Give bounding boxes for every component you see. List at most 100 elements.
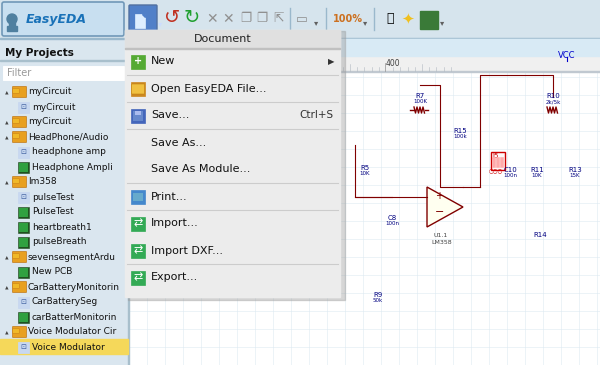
- Text: R15: R15: [453, 128, 467, 134]
- Text: ✕: ✕: [222, 12, 234, 26]
- Text: My Projects: My Projects: [5, 48, 74, 58]
- Bar: [18, 267, 29, 278]
- Bar: [492, 157, 495, 167]
- Bar: [19, 268, 28, 277]
- Bar: [129, 39, 600, 57]
- FancyBboxPatch shape: [129, 5, 157, 33]
- Bar: [19, 208, 28, 217]
- FancyBboxPatch shape: [13, 89, 19, 93]
- Text: R7: R7: [415, 93, 425, 99]
- FancyBboxPatch shape: [13, 329, 19, 333]
- Text: Import...: Import...: [151, 219, 199, 228]
- Text: Headphone Ampli: Headphone Ampli: [32, 162, 113, 172]
- Text: ◂: ◂: [3, 135, 9, 139]
- Text: R10: R10: [546, 93, 560, 99]
- FancyBboxPatch shape: [13, 119, 19, 123]
- Text: heartbreath1: heartbreath1: [32, 223, 92, 231]
- Text: ⊡: ⊡: [20, 194, 26, 200]
- Bar: [128, 31, 345, 300]
- FancyBboxPatch shape: [13, 131, 26, 142]
- Text: PulseTest: PulseTest: [32, 207, 74, 216]
- Text: 200: 200: [242, 59, 257, 69]
- Text: ⊡: ⊡: [20, 104, 26, 110]
- Text: ○○○: ○○○: [489, 168, 503, 173]
- Bar: [19, 238, 28, 247]
- Text: −: −: [435, 207, 445, 217]
- Bar: [500, 157, 503, 167]
- Bar: [133, 111, 143, 120]
- FancyBboxPatch shape: [13, 177, 26, 188]
- FancyBboxPatch shape: [13, 251, 26, 262]
- Text: +: +: [134, 57, 142, 66]
- Text: Save As Module...: Save As Module...: [151, 165, 250, 174]
- Text: ✦: ✦: [401, 12, 415, 27]
- Bar: [0, 60, 128, 61]
- Text: R9: R9: [373, 292, 383, 298]
- Text: ◂: ◂: [3, 330, 9, 334]
- Text: ⇄: ⇄: [133, 219, 143, 228]
- Text: CarBatteryMonitorin: CarBatteryMonitorin: [28, 283, 120, 292]
- Text: Import DXF...: Import DXF...: [151, 246, 223, 255]
- FancyBboxPatch shape: [13, 87, 26, 97]
- Text: R13: R13: [568, 167, 582, 173]
- Text: CarBatterySeg: CarBatterySeg: [32, 297, 98, 307]
- Text: ◂: ◂: [3, 255, 9, 259]
- Bar: [125, 30, 340, 48]
- Text: R11: R11: [530, 167, 544, 173]
- Text: Ctrl+S: Ctrl+S: [300, 111, 334, 120]
- Text: circuit: circuit: [152, 43, 181, 53]
- Text: 300: 300: [314, 59, 329, 69]
- Bar: [18, 147, 29, 158]
- Text: New PCB: New PCB: [32, 268, 73, 277]
- Bar: [18, 207, 29, 218]
- Bar: [19, 163, 28, 172]
- Text: ↺: ↺: [164, 8, 180, 27]
- Text: ▾: ▾: [314, 19, 318, 27]
- Text: lm358: lm358: [28, 177, 56, 187]
- Bar: [128, 39, 129, 365]
- Text: ▾: ▾: [440, 19, 444, 27]
- Text: carBatterMonitorin: carBatterMonitorin: [32, 312, 118, 322]
- Text: EasyEDA: EasyEDA: [26, 12, 87, 26]
- Bar: [420, 11, 438, 29]
- Text: 2k/5k: 2k/5k: [545, 99, 560, 104]
- Text: myCircuit: myCircuit: [28, 88, 71, 96]
- Text: ⇱: ⇱: [273, 12, 283, 26]
- Bar: [129, 39, 600, 365]
- Text: HeadPhone/Audio: HeadPhone/Audio: [28, 132, 109, 142]
- Text: ⊡: ⊡: [20, 149, 26, 155]
- Text: ◂: ◂: [3, 180, 9, 184]
- Text: ✕: ✕: [206, 12, 218, 26]
- Bar: [135, 111, 141, 115]
- Text: 50k: 50k: [373, 298, 383, 303]
- Text: ◂: ◂: [3, 285, 9, 289]
- Bar: [131, 54, 145, 69]
- Text: sevensegmentArdu: sevensegmentArdu: [28, 253, 116, 261]
- Text: 15K: 15K: [570, 173, 580, 178]
- Bar: [131, 270, 145, 284]
- Text: ▾: ▾: [158, 19, 162, 28]
- FancyBboxPatch shape: [13, 281, 26, 292]
- Text: Print...: Print...: [151, 192, 188, 201]
- Text: Voice Modulator: Voice Modulator: [32, 342, 105, 351]
- Text: pulseBreath: pulseBreath: [32, 238, 86, 246]
- Bar: [18, 192, 29, 203]
- Bar: [133, 192, 143, 200]
- Bar: [129, 57, 600, 71]
- FancyBboxPatch shape: [13, 327, 26, 338]
- Bar: [131, 81, 145, 96]
- Text: 100%: 100%: [333, 14, 363, 24]
- Text: Save...: Save...: [151, 111, 190, 120]
- Text: ▾: ▾: [363, 19, 367, 27]
- Text: Export...: Export...: [151, 273, 198, 283]
- Text: ⊡: ⊡: [20, 344, 26, 350]
- Text: R14: R14: [533, 232, 547, 238]
- Text: ◂: ◂: [3, 120, 9, 124]
- Text: U1.1: U1.1: [433, 233, 447, 238]
- Text: 100: 100: [170, 59, 185, 69]
- Text: Save As...: Save As...: [151, 138, 206, 147]
- Text: Open EasyEDA File...: Open EasyEDA File...: [151, 84, 266, 93]
- FancyBboxPatch shape: [13, 254, 19, 258]
- Text: 10K: 10K: [360, 171, 370, 176]
- Polygon shape: [142, 14, 145, 17]
